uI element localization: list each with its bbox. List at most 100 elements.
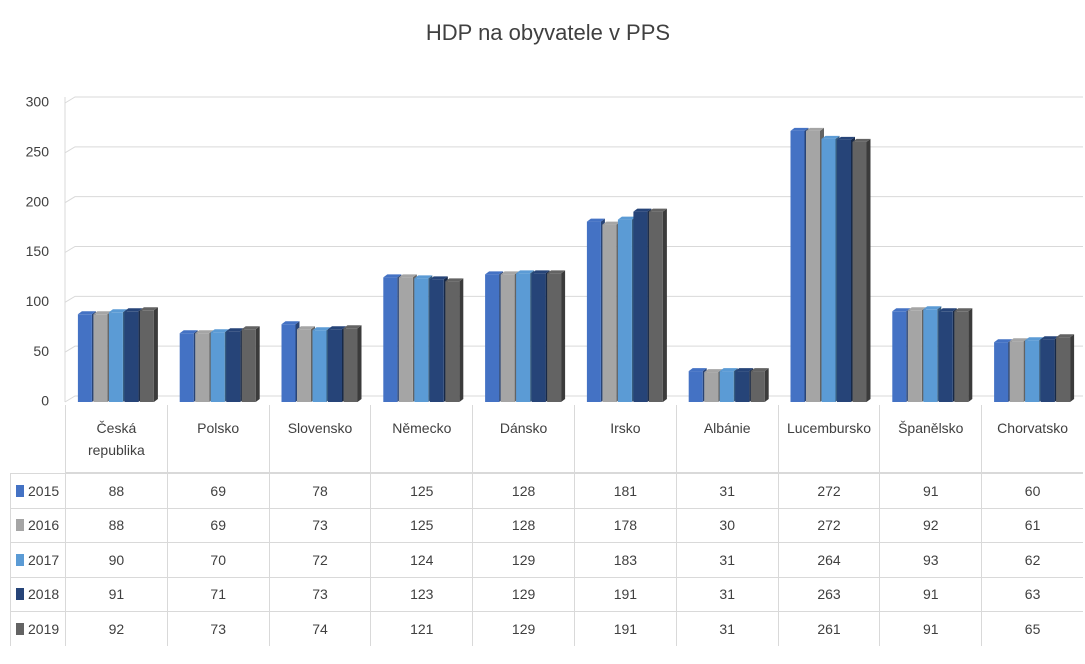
bar-top: [852, 138, 871, 142]
table-value: 263: [777, 576, 880, 611]
bar-top: [398, 274, 417, 278]
table-value: 30: [675, 507, 778, 542]
bar: [586, 221, 601, 402]
table-value: 181: [574, 473, 676, 508]
bar: [500, 274, 515, 402]
bar: [633, 211, 648, 402]
bar-top: [531, 270, 550, 274]
bar: [602, 224, 617, 402]
legend-key: [16, 553, 24, 566]
grid-line: [64, 295, 1083, 303]
bar: [531, 273, 546, 402]
legend-key: [16, 484, 24, 497]
table-value: 70: [166, 542, 269, 577]
bar: [938, 311, 953, 402]
x-tick-label: Albánie: [703, 420, 751, 436]
bar-top: [923, 306, 942, 310]
bar: [704, 372, 719, 402]
legend-entry: 2015: [10, 473, 65, 508]
table-value: 264: [777, 542, 880, 577]
bar: [108, 312, 123, 402]
bar: [241, 329, 256, 402]
bar: [516, 273, 531, 402]
bar: [124, 311, 139, 402]
bar: [1040, 339, 1055, 402]
bar-top: [617, 216, 636, 220]
table-value: 62: [981, 542, 1083, 577]
category-label: Irsko: [574, 405, 676, 473]
chart-title: HDP na obyvatele v PPS: [426, 20, 670, 45]
bar: [297, 329, 311, 402]
bar: [806, 130, 820, 402]
bar: [328, 329, 342, 402]
grid-line: [64, 146, 1083, 154]
x-tick-label: Slovensko: [287, 420, 353, 436]
bar-top: [445, 278, 464, 282]
bar: [398, 277, 413, 402]
bar: [195, 333, 210, 402]
bar-top: [383, 274, 402, 278]
category-label: Německo: [370, 405, 473, 473]
x-tick-label: Polsko: [197, 420, 240, 436]
bar-top: [226, 328, 245, 332]
table-value: 178: [574, 507, 676, 542]
y-tick-label: 300: [26, 94, 50, 110]
table-value: 74: [268, 611, 371, 646]
bar: [445, 281, 460, 402]
bar: [1025, 340, 1040, 402]
bar-top: [312, 327, 331, 331]
table-value: 91: [879, 576, 982, 611]
bar-top: [343, 325, 362, 329]
bar: [429, 279, 444, 402]
bar-top: [1056, 334, 1075, 338]
table-value: 69: [166, 473, 269, 508]
bar-top: [837, 136, 855, 140]
bar-top: [750, 368, 769, 372]
bar-top: [1009, 338, 1028, 342]
bar-top: [500, 271, 519, 275]
bar: [907, 310, 922, 402]
bar: [790, 130, 805, 402]
legend-label: 2017: [28, 551, 60, 568]
bar-top: [516, 270, 535, 274]
table-value: 31: [675, 576, 778, 611]
bar: [648, 211, 663, 402]
bar: [226, 331, 241, 402]
category-label: Slovensko: [268, 405, 371, 473]
legend-label: 2015: [28, 482, 60, 499]
bar-top: [485, 271, 504, 275]
grid-line: [64, 196, 1083, 204]
bar-top: [93, 311, 112, 315]
bar: [77, 314, 92, 402]
table-value: 73: [166, 611, 269, 646]
x-tick-label: Irsko: [610, 420, 641, 436]
table-value: 128: [472, 507, 574, 542]
table-value: 272: [777, 507, 880, 542]
table-value: 123: [370, 576, 473, 611]
y-tick-label: 50: [33, 343, 49, 359]
bar: [837, 139, 851, 403]
category-label: Polsko: [166, 405, 269, 473]
y-tick-label: 100: [26, 293, 50, 309]
table-value: 91: [65, 576, 167, 611]
bar-top: [328, 326, 346, 330]
bar-top: [77, 311, 96, 315]
bar-top: [790, 127, 809, 131]
bar-top: [688, 368, 707, 372]
bar: [343, 328, 358, 402]
bar: [750, 371, 765, 402]
table-value: 69: [166, 507, 269, 542]
table-value: 31: [675, 473, 778, 508]
bar-top: [1040, 336, 1059, 340]
table-value: 92: [879, 507, 982, 542]
y-tick-label: 200: [26, 193, 50, 209]
x-tick-label: Chorvatsko: [997, 420, 1068, 436]
bar-side: [255, 326, 260, 402]
bar-top: [210, 329, 229, 333]
bar: [735, 371, 750, 402]
legend-entry: 2016: [10, 507, 65, 542]
table-value: 125: [370, 507, 473, 542]
table-value: 129: [472, 542, 574, 577]
table-value: 191: [574, 576, 676, 611]
bar-top: [806, 127, 824, 131]
